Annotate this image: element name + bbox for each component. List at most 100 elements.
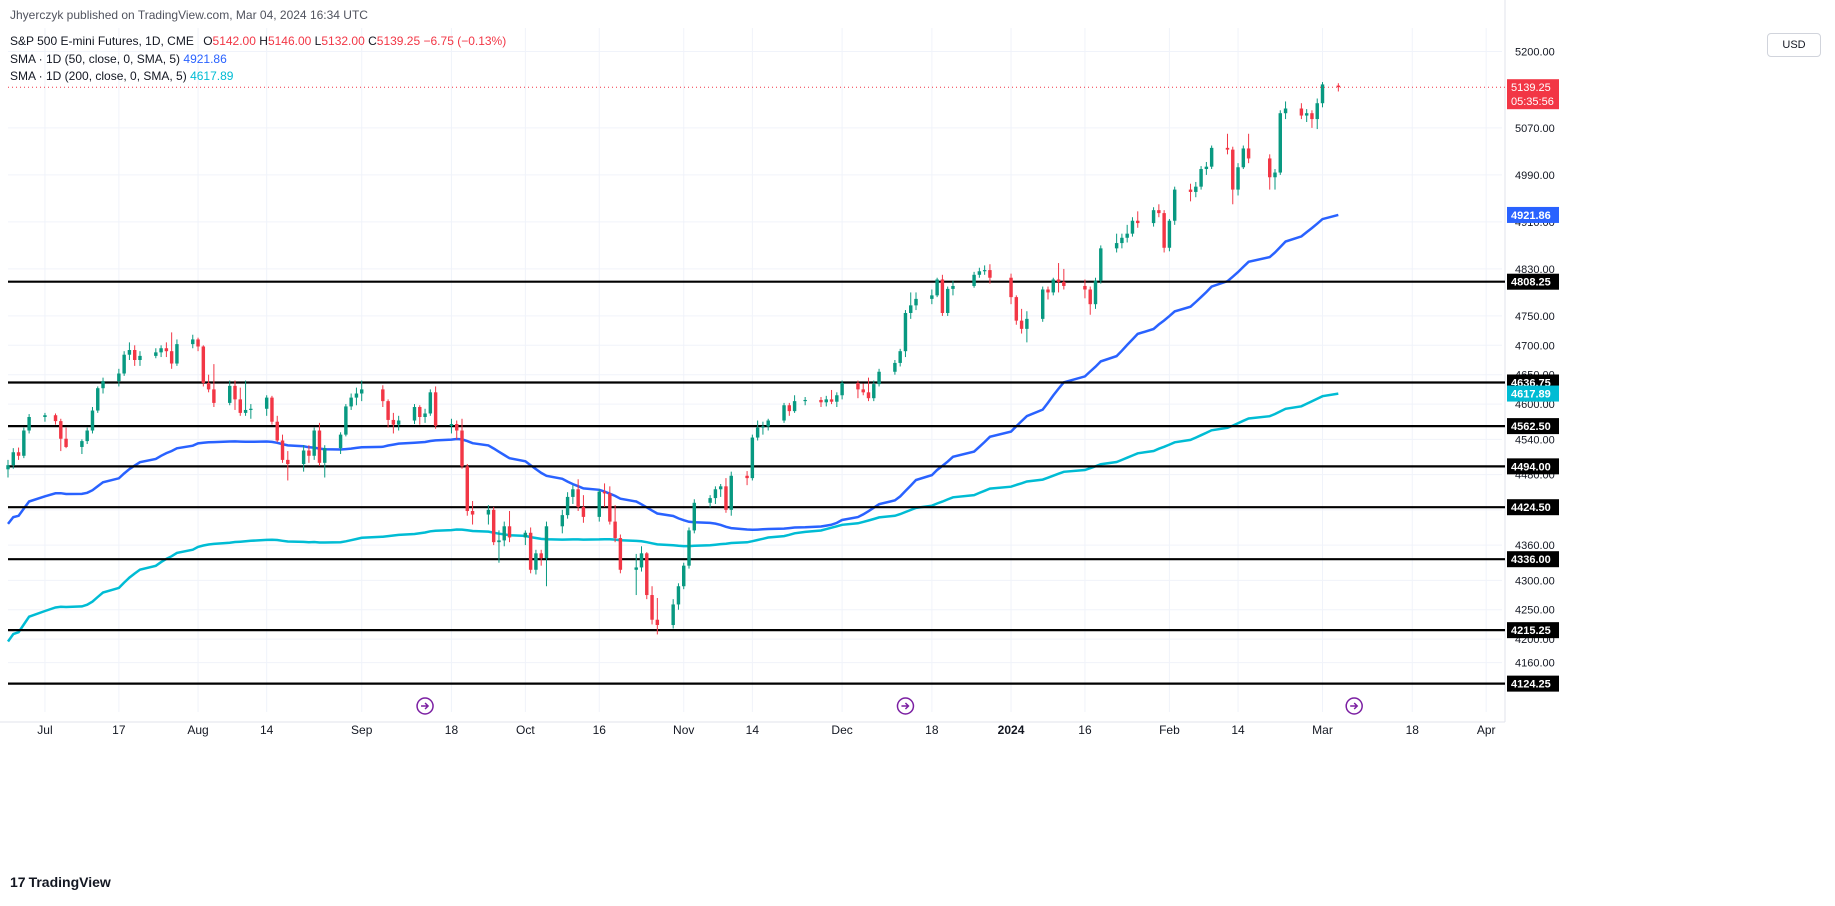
- y-tick-label: 4250.00: [1515, 605, 1555, 617]
- level-price-tag-bg: [1507, 499, 1559, 516]
- candle-body: [1209, 147, 1214, 167]
- candle-body: [1283, 108, 1288, 114]
- candle-body: [534, 553, 538, 570]
- sma200-line: [6, 392, 1339, 643]
- y-tick-label: 4990.00: [1515, 170, 1555, 182]
- tradingview-brand[interactable]: 17 TradingView: [10, 874, 111, 890]
- tradingview-brand-text: TradingView: [28, 874, 111, 890]
- level-price-tag: 4494.00: [1507, 458, 1559, 475]
- candle-body: [903, 312, 908, 352]
- candle-body: [655, 619, 660, 626]
- candle-body: [1188, 189, 1193, 192]
- candle-body: [982, 270, 987, 272]
- candle-body: [613, 521, 617, 539]
- candle-body: [951, 285, 955, 289]
- ohlc-low: 5132.00: [321, 34, 365, 48]
- candle-body: [1172, 189, 1177, 221]
- candle-body: [940, 279, 945, 313]
- level-price-tag-text: 4562.50: [1511, 421, 1551, 433]
- candle-body: [90, 410, 95, 431]
- candle-body: [835, 395, 839, 402]
- candle-body: [1315, 103, 1319, 120]
- candle-body: [608, 493, 612, 522]
- tradingview-logo-icon: 17: [10, 874, 26, 890]
- candle-body: [1088, 289, 1092, 305]
- candle-body: [43, 415, 47, 417]
- candle-body: [682, 565, 686, 587]
- candle-body: [1246, 148, 1251, 159]
- candle-body: [243, 409, 248, 413]
- candle-body: [687, 530, 691, 566]
- candle-body: [96, 388, 100, 411]
- candle-body: [1299, 108, 1304, 116]
- currency-button[interactable]: USD: [1767, 33, 1821, 57]
- x-tick-label: Mar: [1312, 723, 1333, 737]
- candle-body: [497, 540, 501, 543]
- level-price-tag: 4336.00: [1507, 551, 1559, 568]
- candle-body: [782, 405, 786, 421]
- candle-body: [729, 475, 733, 510]
- candle-body: [307, 450, 311, 456]
- candle-body: [391, 419, 396, 425]
- event-marker-icon[interactable]: [416, 697, 434, 715]
- ohlc-high: 5146.00: [267, 34, 312, 48]
- event-marker-icon[interactable]: [1345, 697, 1363, 715]
- y-tick-label: 4300.00: [1515, 575, 1555, 587]
- level-price-tag-bg: [1507, 273, 1559, 290]
- candle-body: [898, 351, 902, 363]
- sma50-label: SMA · 1D (50, close, 0, SMA, 5): [10, 52, 181, 66]
- candle-body: [228, 385, 232, 403]
- level-price-tag: 4215.25: [1507, 622, 1559, 639]
- candle-body: [650, 595, 654, 620]
- candle-body: [418, 407, 422, 417]
- x-tick-label: 14: [746, 723, 760, 737]
- x-tick-label: Aug: [187, 723, 208, 737]
- event-marker-icon[interactable]: [896, 697, 915, 715]
- candle-body: [396, 420, 401, 425]
- candle-body: [988, 270, 992, 278]
- y-tick-label: 4160.00: [1515, 658, 1555, 670]
- level-price-tag-text: 4424.50: [1511, 502, 1551, 514]
- candle-body: [708, 498, 712, 503]
- candle-body: [354, 393, 359, 398]
- level-price-tag-text: 4494.00: [1511, 461, 1551, 473]
- candle-body: [824, 399, 828, 403]
- candle-body: [159, 348, 163, 353]
- candle-body: [872, 384, 876, 399]
- sma200-legend[interactable]: SMA · 1D (200, close, 0, SMA, 5) 4617.89: [10, 69, 233, 83]
- candle-body: [101, 381, 105, 389]
- candle-body: [819, 399, 823, 403]
- candle-body: [470, 511, 475, 515]
- ohlc-change: −6.75 (−0.13%): [423, 34, 507, 48]
- sma200-price-tag-bg: [1507, 385, 1559, 402]
- instrument-legend[interactable]: S&P 500 E-mini Futures, 1D, CME O5142.00…: [10, 34, 506, 48]
- candle-body: [1273, 172, 1277, 178]
- candle-body: [718, 486, 723, 490]
- candle-body: [22, 430, 26, 456]
- candle-body: [692, 502, 697, 531]
- candle-body: [861, 389, 865, 393]
- candle-body: [16, 452, 21, 456]
- candle-body: [1130, 220, 1135, 234]
- level-price-tag-bg: [1507, 458, 1559, 475]
- candle-body: [359, 389, 364, 394]
- candle-body: [671, 604, 675, 626]
- instrument-name: S&P 500 E-mini Futures, 1D, CME: [10, 34, 194, 48]
- ohlc-c-label: C: [368, 34, 377, 48]
- event-marker-arrow: [901, 702, 910, 710]
- candle-body: [1231, 149, 1235, 190]
- candle-body: [750, 437, 755, 479]
- candle-body: [1136, 220, 1140, 224]
- candle-body: [914, 298, 918, 306]
- candle-body: [412, 407, 417, 421]
- candle-body: [80, 441, 84, 447]
- candle-body: [433, 392, 438, 426]
- candle-body: [201, 346, 206, 383]
- candle-body: [1120, 237, 1124, 244]
- sma50-legend[interactable]: SMA · 1D (50, close, 0, SMA, 5) 4921.86: [10, 52, 227, 66]
- candle-body: [191, 339, 195, 345]
- x-tick-label: Jul: [37, 723, 52, 737]
- x-tick-label: 14: [1231, 723, 1245, 737]
